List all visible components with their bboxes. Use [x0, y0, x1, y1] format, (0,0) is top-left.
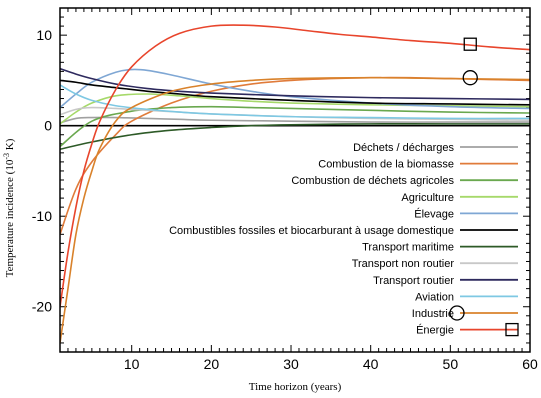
legend-label-3: Combustion de déchets agricoles — [291, 175, 454, 187]
series-line-12 — [60, 24, 530, 307]
series-line-11 — [60, 76, 530, 344]
y-tick-label-2: -10 — [32, 208, 52, 224]
x-tick-label-4: 40 — [363, 356, 379, 372]
y-axis-label-main: Temperature incidence (10 — [4, 159, 16, 277]
series-lines — [60, 24, 530, 344]
y-axis-label: Temperature incidence (10-3 K) — [2, 138, 16, 277]
marker-circle-2 — [462, 70, 478, 86]
legend-label-12: Énergie — [416, 324, 454, 337]
y-tick-label-3: 0 — [44, 118, 52, 134]
legend-label-9: Transport routier — [373, 275, 454, 287]
legend-marker-circle — [449, 305, 465, 321]
legend-label-11: Industrie — [412, 308, 454, 320]
series-line-9 — [60, 67, 530, 101]
series-line-6 — [60, 79, 530, 106]
x-tick-label-2: 20 — [204, 356, 220, 372]
legend-label-5: Élevage — [414, 207, 454, 220]
x-tick-label-6: 60 — [522, 356, 538, 372]
x-axis-label: Time horizon (years) — [249, 381, 342, 393]
legend-label-1: Déchets / décharges — [353, 142, 454, 154]
y-tick-label-1: -20 — [32, 299, 52, 315]
legend-label-7: Transport maritime — [362, 242, 454, 254]
series-line-7 — [60, 123, 530, 150]
marker-square-1 — [463, 37, 477, 51]
legend-label-2: Combustion de la biomasse — [318, 159, 454, 171]
x-tick-label-5: 50 — [443, 356, 459, 372]
y-axis-label-exponent: -3 — [2, 153, 11, 160]
legend-label-4: Agriculture — [401, 192, 454, 204]
y-axis-label-unit: K) — [4, 138, 16, 153]
x-tick-label-3: 30 — [283, 356, 299, 372]
series-line-1 — [60, 116, 530, 124]
legend-marker-square — [505, 322, 519, 337]
y-tick-label-4: 10 — [36, 27, 52, 43]
legend-label-8: Transport non routier — [352, 258, 455, 270]
legend-label-10: Aviation — [415, 291, 454, 303]
legend-label-6: Combustibles fossiles et biocarburant à … — [169, 225, 454, 237]
series-line-3 — [60, 105, 530, 148]
plot-area: Déchets / décharges Combustion de la biom… — [32, 7, 538, 372]
series-line-4 — [60, 93, 530, 125]
x-tick-label-1: 10 — [124, 356, 140, 372]
svg-text:Temperature incidence (10-3 K): Temperature incidence (10-3 K) — [2, 138, 16, 277]
series-line-10 — [60, 84, 530, 120]
plot-frame — [59, 7, 531, 353]
